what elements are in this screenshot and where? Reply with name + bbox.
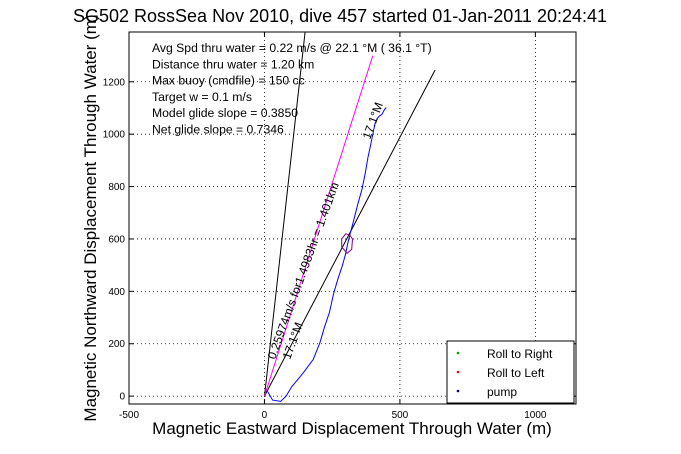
annotations: Avg Spd thru water = 0.22 m/s @ 22.1 °M …: [152, 41, 432, 137]
x-tick-label: 500: [392, 410, 409, 421]
plot-area: [128, 31, 577, 405]
annotation-text: Avg Spd thru water = 0.22 m/s @ 22.1 °M …: [152, 41, 432, 55]
ticks: -500 0 500 1000 0 200 400 600 800 1000 1200: [103, 32, 576, 421]
series-line-0: [264, 32, 306, 397]
annotation-text: Target w = 0.1 m/s: [152, 90, 252, 104]
annotation-text: Model glide slope = 0.3850: [152, 106, 298, 120]
line-label: 17.1°M: [360, 100, 386, 141]
annotation-text: Distance thru water = 1.20 km: [152, 57, 314, 71]
legend-marker: [456, 389, 460, 393]
legend-label: Roll to Right: [487, 347, 553, 361]
legend-marker: [456, 351, 460, 355]
x-tick-label: 1000: [524, 410, 547, 421]
x-tick-label: 0: [262, 410, 268, 421]
y-tick-label: 600: [108, 234, 125, 245]
series-line-3: [266, 107, 387, 402]
series-line-4: [341, 233, 354, 255]
x-axis-label: Magnetic Eastward Displacement Through W…: [152, 419, 552, 438]
y-tick-label: 800: [108, 182, 125, 193]
y-tick-label: 0: [119, 392, 125, 403]
y-axis-label: Magnetic Northward Displacement Through …: [81, 14, 100, 421]
annotation-text: Net glide slope = 0.7346: [152, 123, 284, 137]
y-tick-label: 1200: [103, 77, 126, 88]
legend-marker: [456, 370, 460, 374]
legend: Roll to Right Roll to Left pump: [446, 340, 575, 404]
legend-label: pump: [487, 385, 517, 399]
legend-label: Roll to Left: [487, 366, 545, 380]
y-tick-label: 1000: [103, 130, 126, 141]
x-tick-label: -500: [119, 410, 139, 421]
y-tick-label: 400: [108, 287, 125, 298]
annotation-text: Max buoy (cmdfile) = 150 cc: [152, 74, 305, 88]
series-line-2: [264, 55, 374, 397]
legend-box: [446, 340, 575, 404]
series-layer: [264, 32, 436, 402]
chart-title: SG502 RossSea Nov 2010, dive 457 started…: [73, 6, 607, 26]
y-tick-label: 200: [108, 339, 125, 350]
